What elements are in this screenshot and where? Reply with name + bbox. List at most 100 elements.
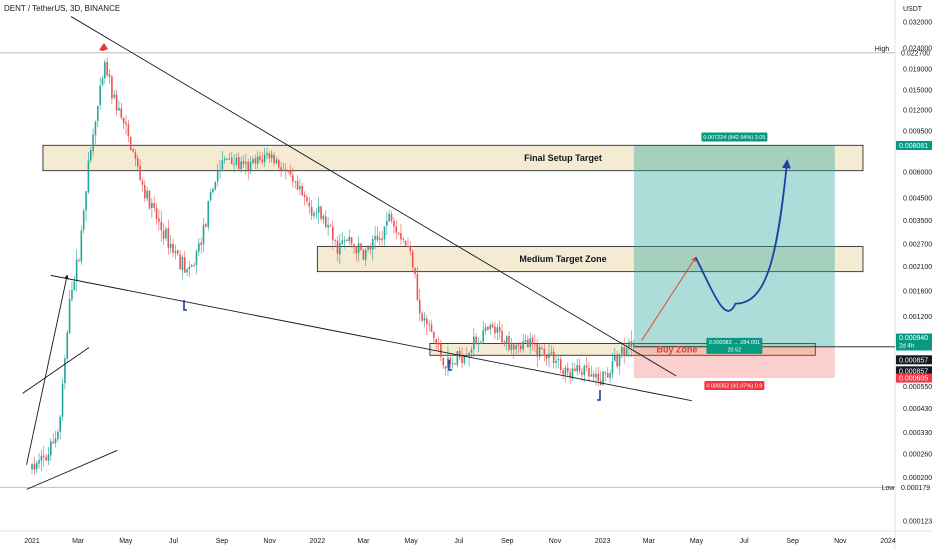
candle-body [99,85,101,106]
candle-body [597,373,600,382]
stop-label-box: 0.000352 (41.07%) 0.9 [704,381,765,391]
long-position-tool[interactable] [633,145,895,379]
candle-body [287,170,289,172]
pivot-arrow-icon [448,360,452,371]
candle-body [442,357,445,366]
svg-text:0.022700: 0.022700 [901,50,930,57]
candle-body [94,121,97,136]
time-tick-label: Mar [643,538,656,545]
last-price-tag: 0.000940 2d 4h [896,333,932,351]
candle-body [353,244,355,247]
candle-body [350,236,353,244]
candle-body [226,158,228,160]
time-axis[interactable]: 2021 Mar May Jul Sep Nov 2022 Mar May Jul Sep Nov 20… [24,538,896,545]
candle-body [261,159,264,163]
candle-body [221,160,224,170]
candle-body [369,246,372,250]
candle-body [458,350,461,358]
candle-body [89,150,92,161]
candle-body [346,239,348,241]
candle-body [38,459,40,464]
price-axis[interactable]: 0.032000 0.024000 0.019000 0.015000 0.012000… [903,20,932,526]
candle-body [339,243,341,255]
candle-body [606,373,609,378]
candle-body [188,266,191,270]
candle-body [52,441,54,444]
trendlines[interactable] [22,16,692,490]
price-tick-label: 0.012000 [903,108,932,115]
candle-body [101,78,104,85]
candle-body [534,343,536,345]
candle-body [332,226,334,241]
candle-body [238,157,240,169]
candle-body [517,344,520,347]
candle-body [120,108,123,118]
candle-body [245,162,247,164]
price-tick-label: 0.006000 [903,170,932,177]
candle-body [463,356,466,363]
price-tick-label: 0.000123 [903,519,932,526]
trendline [26,274,69,465]
candle-body [625,348,628,356]
candle-body [193,264,195,266]
time-tick-label: 2024 [880,538,896,545]
candle-body [515,345,517,350]
candle-body [113,94,116,98]
candle-body [280,167,282,171]
candle-body [294,181,296,183]
projection-arrow-red [641,256,697,341]
candle-body [536,343,539,357]
candle-body [301,185,304,196]
candle-body [456,351,459,365]
candle-body [618,354,621,366]
candle-body [322,215,325,220]
candle-body [611,361,614,374]
candle-body [40,455,43,461]
candle-body [296,181,299,190]
candle-body [54,438,57,444]
candle-body [216,171,219,182]
candle-body [428,323,430,325]
candle-body [590,374,593,377]
candle-body [50,441,52,456]
price-tick-label: 0.000330 [903,430,932,437]
candle-body [416,274,419,301]
candle-body [230,157,233,165]
candle-body [209,192,212,201]
trendline [26,450,118,490]
candle-body [548,353,550,359]
candle-body [273,154,275,164]
candle-body [61,383,64,417]
time-tick-label: May [119,538,133,545]
candle-body [367,246,369,250]
candle-body [181,256,184,270]
svg-text:0.000940: 0.000940 [899,335,928,342]
candle-body [57,431,59,440]
candle-body [169,243,172,248]
candle-body [247,161,249,171]
trendline [70,16,677,377]
candle-body [505,336,508,344]
zone-final-setup-target[interactable] [42,144,864,172]
candle-body [407,246,409,248]
candle-body [308,202,311,207]
candle-body [64,358,66,384]
candle-body [604,372,607,374]
candle-body [144,185,146,198]
candle-body [165,228,167,239]
candle-body [538,347,541,357]
candle-body [343,240,346,241]
candle-body [172,243,174,253]
top-marker-icon [99,43,108,51]
candle-body [139,165,141,181]
candle-body [484,327,487,331]
candle-body [468,352,470,357]
time-tick-label: Nov [263,538,276,545]
price-tick-label: 0.000200 [903,475,932,482]
candle-body [588,367,590,377]
candle-body [334,240,336,242]
candle-body [595,373,597,378]
candle-body [254,158,257,164]
candle-body [562,370,564,375]
